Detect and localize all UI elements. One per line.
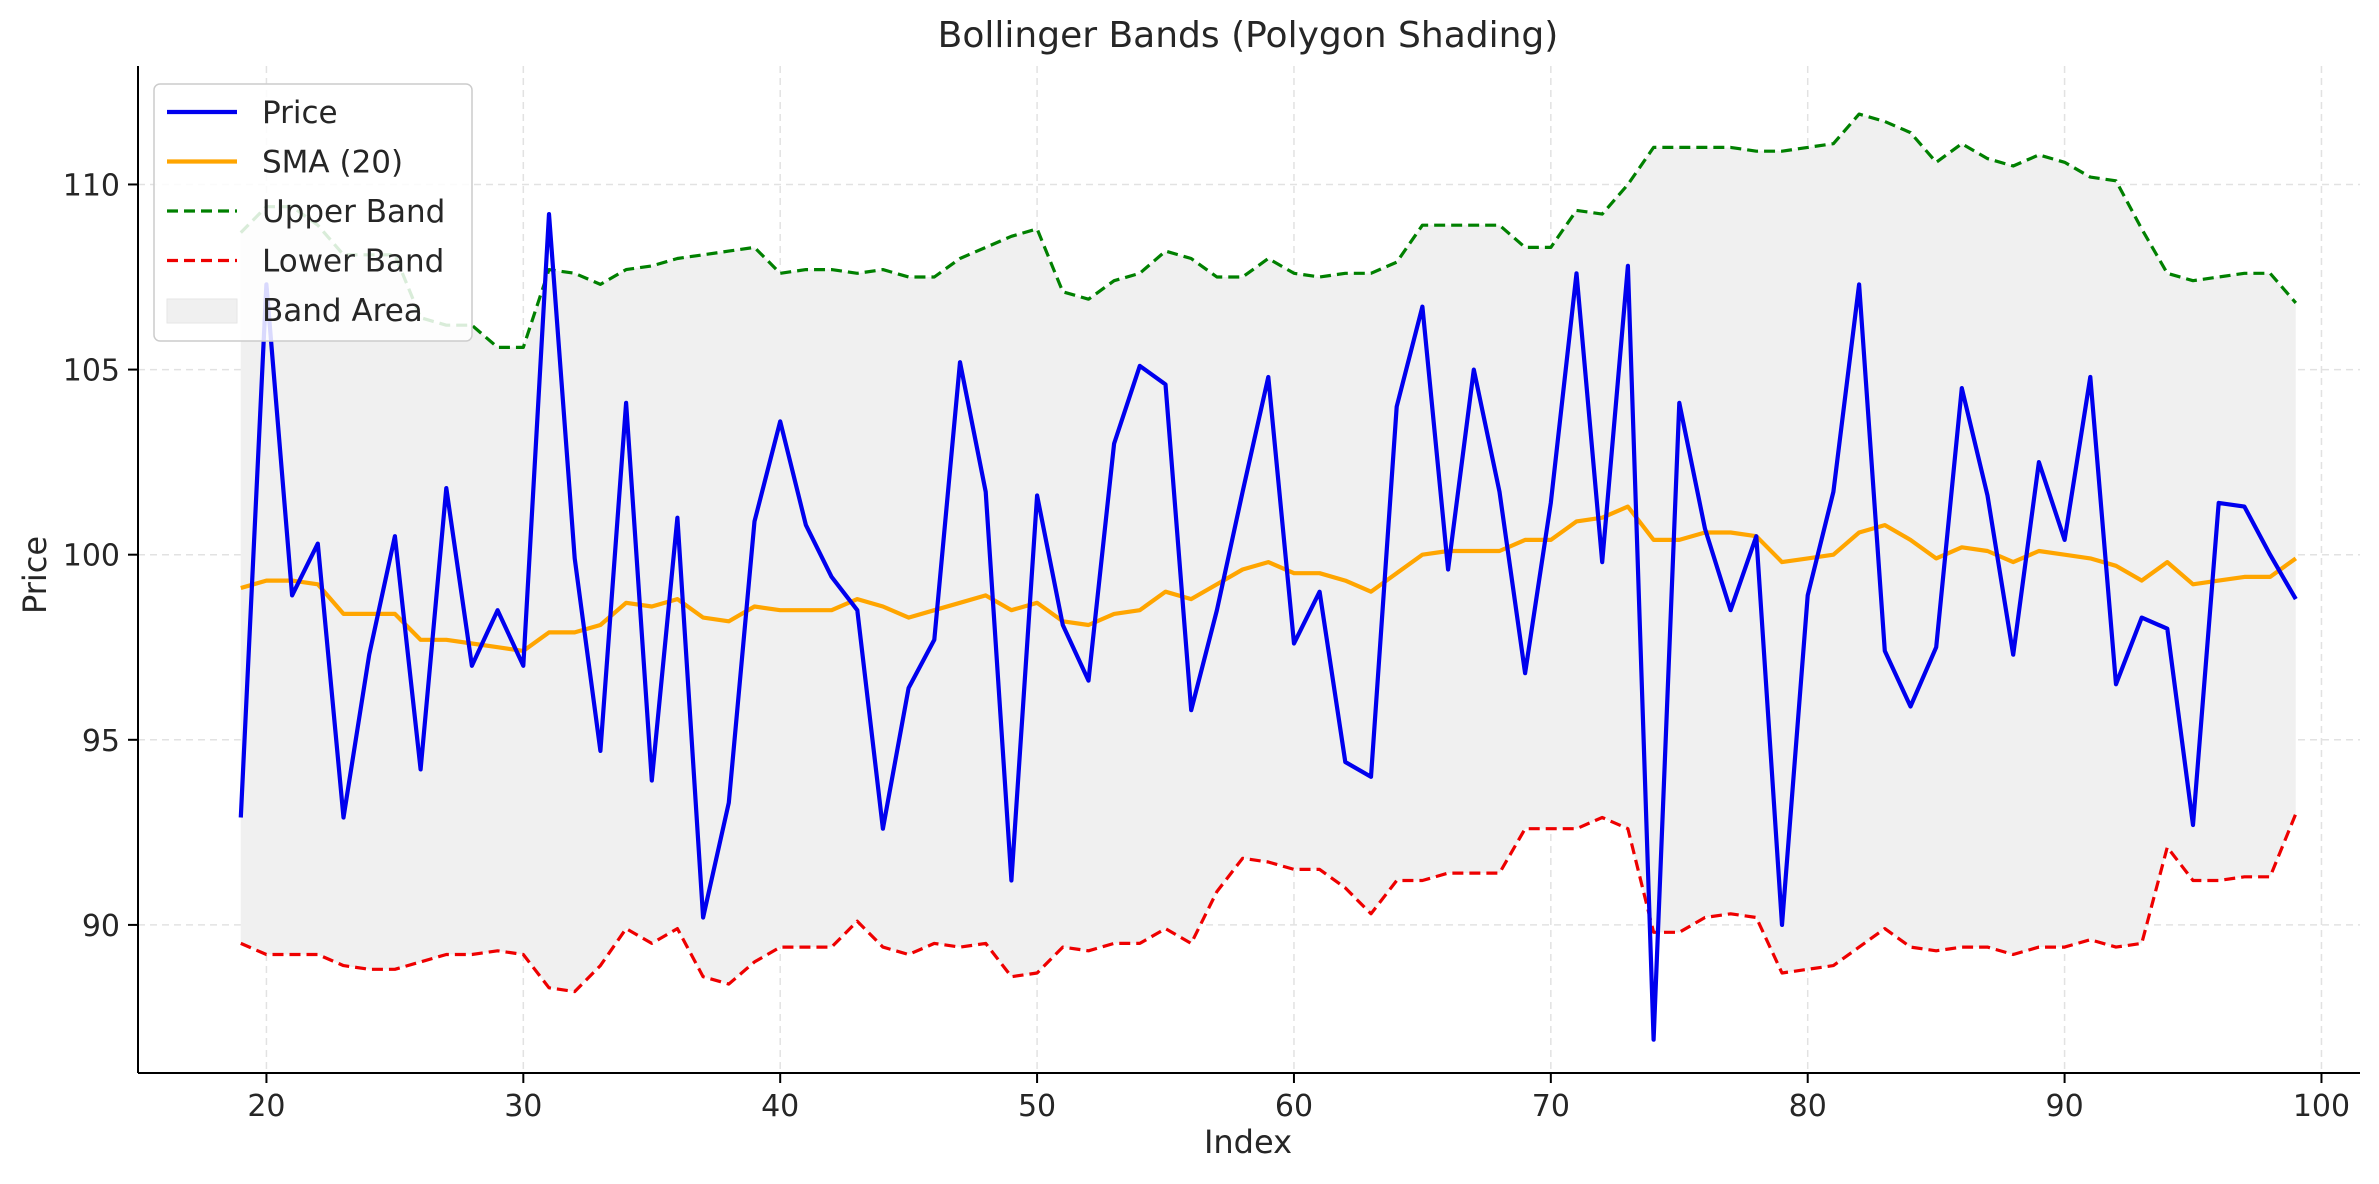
- y-tick-label: 110: [63, 168, 120, 203]
- legend-box: [153, 83, 473, 342]
- x-axis-label: Index: [1204, 1123, 1292, 1161]
- y-tick-label: 95: [82, 724, 120, 759]
- x-tick-label: 20: [247, 1089, 285, 1124]
- band-area: [240, 114, 2296, 992]
- x-tick-label: 40: [761, 1089, 799, 1124]
- legend: Price SMA (20) Upper Band Lower Band Band Ar…: [153, 83, 473, 342]
- x-tick-label: 80: [1789, 1089, 1827, 1124]
- y-axis-label: Price: [16, 536, 54, 614]
- y-tick-label: 100: [63, 539, 120, 574]
- x-tick-label: 30: [504, 1089, 542, 1124]
- legend-label-price: Price: [262, 95, 338, 131]
- series-layer: [238, 112, 2298, 1042]
- x-tick-label: 90: [2045, 1089, 2083, 1124]
- y-ticks: 90 95 100 105 110: [63, 168, 138, 944]
- x-tick-label: 100: [2293, 1089, 2350, 1124]
- legend-label-upper-band: Upper Band: [262, 194, 445, 230]
- y-tick-label: 90: [82, 909, 120, 944]
- x-ticks: 20 30 40 50 60 70 80 90 100: [247, 1073, 2350, 1124]
- chart-title: Bollinger Bands (Polygon Shading): [938, 15, 1559, 56]
- lower-band-line: [240, 813, 2298, 994]
- y-tick-label: 105: [63, 354, 120, 389]
- legend-label-lower-band: Lower Band: [262, 244, 444, 280]
- price-line: [238, 212, 2298, 1042]
- x-tick-label: 70: [1532, 1089, 1570, 1124]
- axes: [137, 66, 2360, 1074]
- legend-swatch-band-area: [166, 298, 238, 324]
- legend-label-band-area: Band Area: [262, 293, 423, 329]
- upper-band-line: [239, 112, 2298, 349]
- legend-label-sma-20: SMA (20): [262, 145, 403, 181]
- x-tick-label: 50: [1018, 1089, 1056, 1124]
- band-area-layer: [240, 114, 2296, 992]
- x-tick-label: 60: [1275, 1089, 1313, 1124]
